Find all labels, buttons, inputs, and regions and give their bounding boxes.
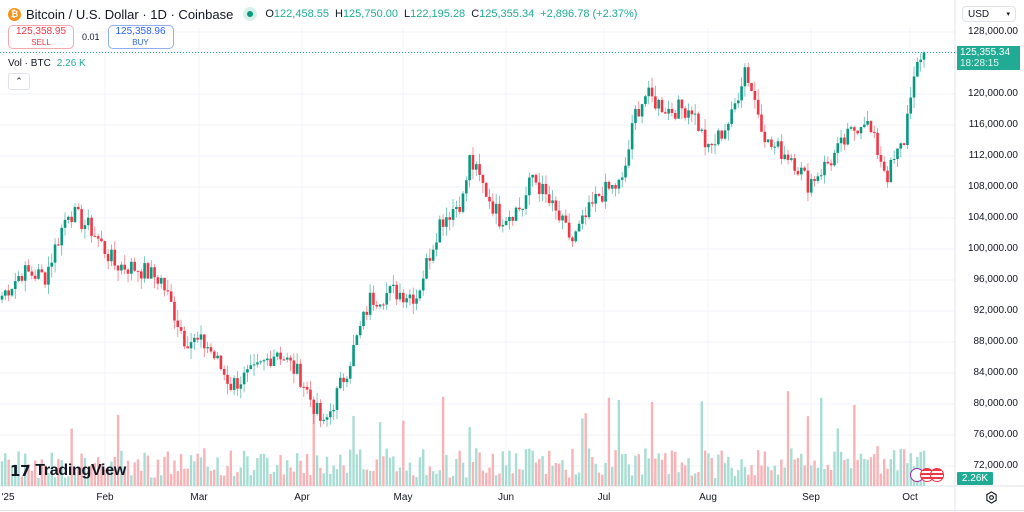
volume-legend: Vol · BTC 2.26 K xyxy=(8,58,86,69)
price-axis-label: 128,000.00 xyxy=(967,26,1018,37)
currency-select[interactable]: USD ▾ xyxy=(962,6,1016,22)
last-price: 125,355.34 xyxy=(960,47,1011,59)
price-axis-label: 84,000.00 xyxy=(973,367,1019,378)
collapse-legend-button[interactable]: ⌃ xyxy=(8,73,30,90)
buy-button[interactable]: 125,358.96 BUY xyxy=(107,25,174,49)
time-axis-label: Mar xyxy=(190,492,208,503)
currency-value: USD xyxy=(968,8,990,20)
price-axis-label: 88,000.00 xyxy=(973,336,1019,347)
chevron-up-icon: ⌃ xyxy=(15,76,23,86)
price-axis-label: 80,000.00 xyxy=(973,398,1019,409)
us-flag-icon[interactable] xyxy=(930,468,944,482)
bottom-border xyxy=(0,510,1024,511)
spread-value: 0.01 xyxy=(82,32,100,42)
price-axis-label: 72,000.00 xyxy=(973,460,1019,471)
buy-label: BUY xyxy=(132,37,149,47)
tradingview-wordmark: TradingView xyxy=(35,462,126,479)
symbol-header: ₿ Bitcoin / U.S. Dollar · 1D · Coinbase … xyxy=(8,5,637,23)
price-axis-label: 100,000.00 xyxy=(967,243,1018,254)
symbol-title[interactable]: Bitcoin / U.S. Dollar · 1D · Coinbase xyxy=(26,6,234,22)
sell-label: SELL xyxy=(31,37,51,47)
price-axis-label: 96,000.00 xyxy=(973,274,1019,285)
buy-price: 125,358.96 xyxy=(115,25,166,37)
last-price-tag: 125,355.34 18:28:15 xyxy=(957,46,1020,71)
market-open-icon xyxy=(243,7,258,21)
time-axis-label: Jun xyxy=(497,492,515,503)
time-axis-label: '25 xyxy=(1,492,15,503)
volume-tag: 2.26K xyxy=(957,472,993,485)
price-change: +2,896.78 (+2.37%) xyxy=(540,8,638,20)
sell-price: 125,358.95 xyxy=(15,25,67,37)
price-axis-label: 76,000.00 xyxy=(973,429,1019,440)
price-axis-label: 120,000.00 xyxy=(967,88,1018,99)
time-axis-label: May xyxy=(393,492,413,503)
ohlc-values: O122,458.55 H125,750.00 L122,195.28 C125… xyxy=(265,8,535,20)
volume-legend-value: 2.26 K xyxy=(56,58,86,69)
economic-events[interactable] xyxy=(910,468,944,482)
bitcoin-icon: ₿ xyxy=(8,7,21,21)
sell-button[interactable]: 125,358.95 SELL xyxy=(8,25,74,49)
time-axis-label: Jul xyxy=(597,492,611,503)
price-axis-label: 104,000.00 xyxy=(967,212,1018,223)
time-axis-label: Oct xyxy=(902,492,918,503)
bar-countdown: 18:28:15 xyxy=(960,58,999,70)
tradingview-icon: 𝟭𝟳 xyxy=(10,463,31,480)
time-axis-label: Aug xyxy=(699,492,717,503)
volume-legend-label: Vol · BTC xyxy=(8,58,51,69)
time-axis-label: Sep xyxy=(802,492,820,503)
time-axis-label: Apr xyxy=(294,492,310,503)
tradingview-logo[interactable]: 𝟭𝟳 TradingView xyxy=(10,462,126,480)
price-axis-label: 116,000.00 xyxy=(968,119,1018,130)
time-axis-label: Feb xyxy=(96,492,114,503)
trade-panel: 125,358.95 SELL 0.01 125,358.96 BUY xyxy=(8,25,174,49)
price-axis-label: 108,000.00 xyxy=(967,181,1018,192)
price-axis-label: 112,000.00 xyxy=(968,150,1018,161)
price-axis-label: 92,000.00 xyxy=(973,305,1019,316)
settings-gear-icon[interactable] xyxy=(985,491,998,504)
chevron-down-icon: ▾ xyxy=(1006,11,1010,18)
